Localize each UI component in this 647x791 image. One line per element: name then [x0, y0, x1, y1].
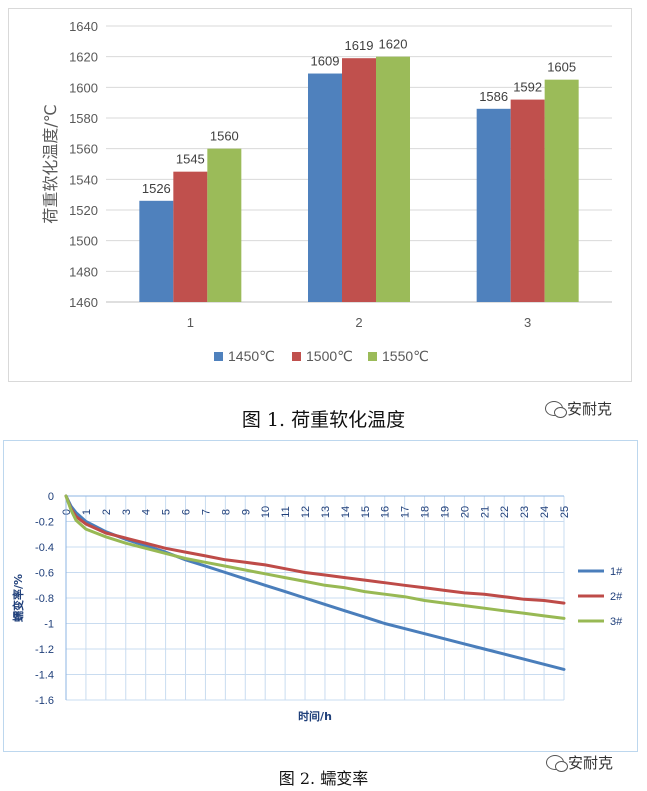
bar	[342, 58, 376, 303]
x-tick-label: 11	[280, 506, 292, 517]
x-tick-label: 9	[240, 509, 252, 515]
bar	[544, 79, 579, 303]
y-tick-label: -1.6	[35, 695, 54, 707]
bar	[476, 108, 511, 302]
y-tick-label: 1480	[69, 264, 98, 279]
legend-label: 1500℃	[306, 348, 353, 364]
x-tick-label: 8	[220, 509, 232, 515]
series-line	[64, 494, 566, 620]
bar-data-label: 1609	[311, 54, 340, 69]
watermark-2: 安耐克	[546, 752, 613, 773]
bar	[308, 73, 342, 303]
legend-swatch	[368, 352, 377, 361]
x-tick-label: 20	[459, 506, 471, 518]
x-tick-label: 10	[260, 506, 272, 518]
y-tick-label: 0	[48, 491, 54, 503]
x-tick-label: 4	[141, 509, 153, 515]
y-tick-label: -1.4	[35, 670, 54, 682]
y-tick-label: -1.2	[35, 644, 54, 656]
x-tick-label: 13	[320, 506, 332, 518]
x-tick-label: 6	[181, 509, 193, 515]
x-tick-label: 1	[81, 509, 93, 515]
watermark-text: 安耐克	[567, 400, 613, 418]
bar-data-label: 1619	[345, 38, 374, 53]
bar-data-label: 1526	[142, 181, 171, 196]
y-tick-label: -0.6	[35, 568, 54, 580]
y-tick-label: 1640	[69, 19, 98, 34]
x-tick-label: 18	[420, 506, 432, 518]
y-axis-title: 荷重软化温度/℃	[41, 104, 60, 223]
x-tick-label: 0	[61, 509, 73, 515]
x-tick-label: 17	[400, 506, 412, 518]
x-axis-title: 时间/h	[298, 709, 332, 723]
bar-data-label: 1560	[210, 129, 239, 144]
legend-label: 1550℃	[382, 348, 429, 364]
y-tick-label: 1460	[69, 295, 98, 310]
y-tick-label: 1560	[69, 142, 98, 157]
bar	[139, 200, 174, 302]
wechat-icon	[546, 755, 568, 772]
y-tick-label: 1600	[69, 80, 98, 95]
bar	[510, 99, 545, 302]
x-tick-label: 25	[559, 506, 571, 518]
y-tick-label: 1540	[69, 172, 98, 187]
x-tick-label: 16	[380, 506, 392, 518]
y-axis-title: 蠕变率/%	[11, 574, 25, 622]
legend-swatch	[214, 352, 223, 361]
x-tick-label: 2	[101, 509, 113, 515]
y-tick-label: -0.8	[35, 593, 54, 605]
x-tick-label: 14	[340, 506, 352, 518]
x-tick-label: 3	[121, 509, 133, 515]
watermark-1: 安耐克	[545, 398, 612, 419]
bar-data-label: 1620	[379, 37, 408, 52]
legend-label: 1450℃	[228, 348, 275, 364]
bar-data-label: 1586	[479, 89, 508, 104]
x-tick-label: 3	[524, 315, 531, 330]
legend-label: 1#	[610, 566, 623, 578]
y-tick-label: -0.4	[35, 542, 54, 554]
bar-data-label: 1592	[513, 80, 542, 95]
x-tick-label: 1	[187, 315, 194, 330]
legend-swatch	[292, 352, 301, 361]
legend-label: 2#	[610, 591, 623, 603]
x-tick-label: 22	[499, 506, 511, 518]
x-tick-label: 19	[439, 506, 451, 518]
series-line	[64, 494, 566, 605]
wechat-icon	[545, 401, 567, 418]
bar	[207, 148, 242, 302]
bar-chart-load-softening: 1460 1480 1500 1520 1540 1560 1580 1600 1620 1640…	[41, 19, 612, 364]
y-tick-label: 1620	[69, 50, 98, 65]
y-tick-label: -0.2	[35, 517, 54, 529]
x-tick-label: 7	[200, 509, 212, 515]
figure-1-caption: 图 1. 荷重软化温度	[241, 409, 406, 431]
bar	[173, 171, 208, 302]
y-tick-label: 1500	[69, 234, 98, 249]
bar	[376, 56, 410, 302]
y-tick-label: -1	[44, 619, 54, 631]
x-tick-label: 5	[161, 509, 173, 515]
y-tick-label: 1580	[69, 111, 98, 126]
watermark-text: 安耐克	[568, 754, 614, 772]
x-tick-label: 23	[519, 506, 531, 518]
bar-data-label: 1605	[547, 60, 576, 75]
x-tick-label: 2	[355, 315, 362, 330]
bar-data-label: 1545	[176, 152, 205, 167]
x-tick-label: 15	[360, 506, 372, 518]
legend-label: 3#	[610, 616, 623, 628]
y-tick-label: 1520	[69, 203, 98, 218]
x-tick-label: 12	[300, 506, 312, 518]
figure-2-caption: 图 2. 蠕变率	[278, 769, 369, 788]
x-tick-label: 24	[539, 506, 551, 518]
x-tick-label: 21	[479, 506, 491, 518]
